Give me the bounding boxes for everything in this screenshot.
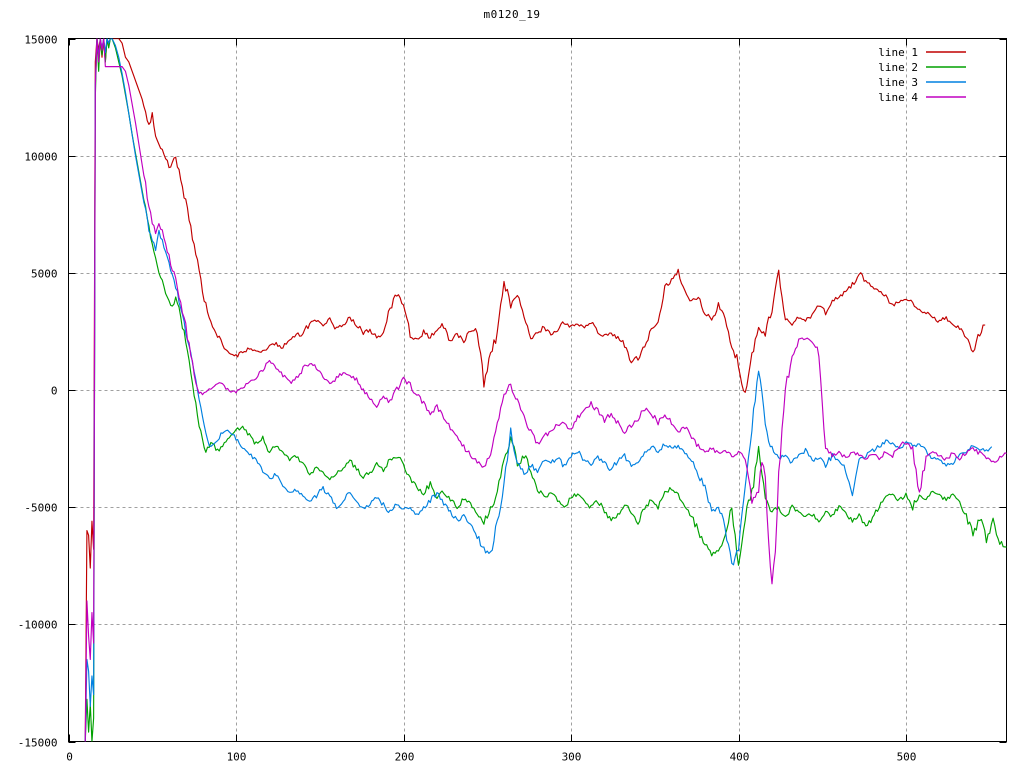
chart-title: m0120_19 xyxy=(483,8,541,21)
y-axis-tick-label: 10000 xyxy=(24,151,57,164)
x-axis-tick-label: 200 xyxy=(395,751,415,764)
y-axis-tick-label: 5000 xyxy=(31,268,58,281)
y-axis-tick-label: -10000 xyxy=(18,619,58,632)
y-axis-tick-label: 15000 xyxy=(24,34,57,47)
y-axis-tick-label: 0 xyxy=(51,385,58,398)
x-axis-tick-label: 100 xyxy=(227,751,247,764)
y-axis-tick-label: -5000 xyxy=(24,502,57,515)
series-line-2 xyxy=(84,38,1007,742)
x-axis-tick-label: 400 xyxy=(730,751,750,764)
chart-legend: line 1 line 2 line 3 line 4 xyxy=(878,46,966,104)
series-line-3 xyxy=(84,38,992,742)
x-axis-tick-label: 300 xyxy=(562,751,582,764)
series-lines xyxy=(84,38,1007,742)
y-axis-tick-label: -15000 xyxy=(18,737,58,750)
y-axis-ticks: -15000 -10000 -5000 0 5000 10000 15000 xyxy=(18,34,1007,750)
series-line-4 xyxy=(84,38,1007,742)
legend-label-3: line 3 xyxy=(878,76,918,89)
legend-label-4: line 4 xyxy=(878,91,918,104)
legend-label-2: line 2 xyxy=(878,61,918,74)
plot-frame xyxy=(67,37,1008,743)
x-axis-tick-label: 500 xyxy=(897,751,917,764)
x-axis-tick-label: 0 xyxy=(66,751,73,764)
series-line-1 xyxy=(84,38,986,742)
x-axis-ticks: 0 100 200 300 400 500 xyxy=(66,38,917,764)
legend-label-1: line 1 xyxy=(878,46,918,59)
grid-lines xyxy=(68,38,1007,742)
